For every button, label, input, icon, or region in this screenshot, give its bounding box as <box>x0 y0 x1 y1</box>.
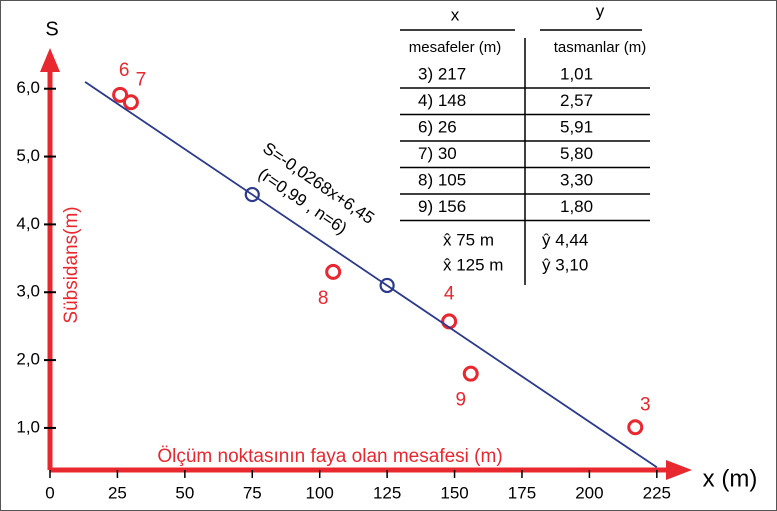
y-axis-symbol: S <box>45 18 58 40</box>
x-tick-label: 0 <box>45 483 54 502</box>
table-cell: 3,30 <box>560 170 593 189</box>
y-tick-label: 3,0 <box>16 282 40 301</box>
point-label: 3 <box>640 394 651 415</box>
y-tick-label: 1,0 <box>16 417 40 436</box>
table-cell: 2,57 <box>560 91 593 110</box>
table-cell: 1,80 <box>560 197 593 216</box>
point-label: 4 <box>444 283 455 304</box>
regression-line <box>84 81 658 469</box>
table-cell: 9) 156 <box>418 197 466 216</box>
table-estimate: ŷ 4,44 <box>542 230 588 249</box>
point-label: 7 <box>136 69 147 90</box>
data-point <box>627 419 644 436</box>
x-tick-label: 25 <box>108 483 127 502</box>
x-tick-label: 150 <box>440 483 468 502</box>
data-point <box>441 313 458 330</box>
table-estimate: ŷ 3,10 <box>542 255 588 274</box>
table-cell: 5,80 <box>560 144 593 163</box>
data-point <box>462 365 479 382</box>
x-arrow <box>666 460 692 480</box>
table-cell: 8) 105 <box>418 170 466 189</box>
point-label: 9 <box>455 390 466 411</box>
data-point <box>122 94 139 111</box>
point-label: 6 <box>119 60 130 81</box>
x-tick-label: 50 <box>175 483 194 502</box>
table-header: y <box>596 1 605 20</box>
point-label: 8 <box>318 288 329 309</box>
x-tick-label: 100 <box>306 483 334 502</box>
x-tick-label: 225 <box>643 483 671 502</box>
table-estimate: x̂ 75 m <box>443 230 494 249</box>
table-estimate: x̂ 125 m <box>443 255 503 274</box>
y-tick-label: 2,0 <box>16 350 40 369</box>
table-cell: 1,01 <box>560 64 593 83</box>
y-arrow <box>40 48 60 72</box>
table-cell: 4) 148 <box>418 91 466 110</box>
table-cell: 6) 26 <box>418 117 457 136</box>
table-subheader: tasmanlar (m) <box>554 39 647 56</box>
data-point <box>325 263 342 280</box>
x-tick-label: 175 <box>508 483 536 502</box>
table-header: x <box>451 5 460 24</box>
y-axis-label: Sübsidans(m) <box>61 206 82 323</box>
y-tick-label: 6,0 <box>16 78 40 97</box>
data-point <box>112 86 129 103</box>
table-subheader: mesafeler (m) <box>409 39 502 56</box>
x-tick-label: 200 <box>575 483 603 502</box>
table-cell: 5,91 <box>560 117 593 136</box>
x-axis-label: Ölçüm noktasının faya olan mesafesi (m) <box>157 446 502 467</box>
x-axis-symbol: x (m) <box>703 465 758 492</box>
table-cell: 7) 30 <box>418 144 457 163</box>
x-tick-label: 75 <box>243 483 262 502</box>
table-cell: 3) 217 <box>418 64 466 83</box>
y-tick-label: 5,0 <box>16 146 40 165</box>
y-tick-label: 4,0 <box>16 214 40 233</box>
x-tick-label: 125 <box>373 483 401 502</box>
